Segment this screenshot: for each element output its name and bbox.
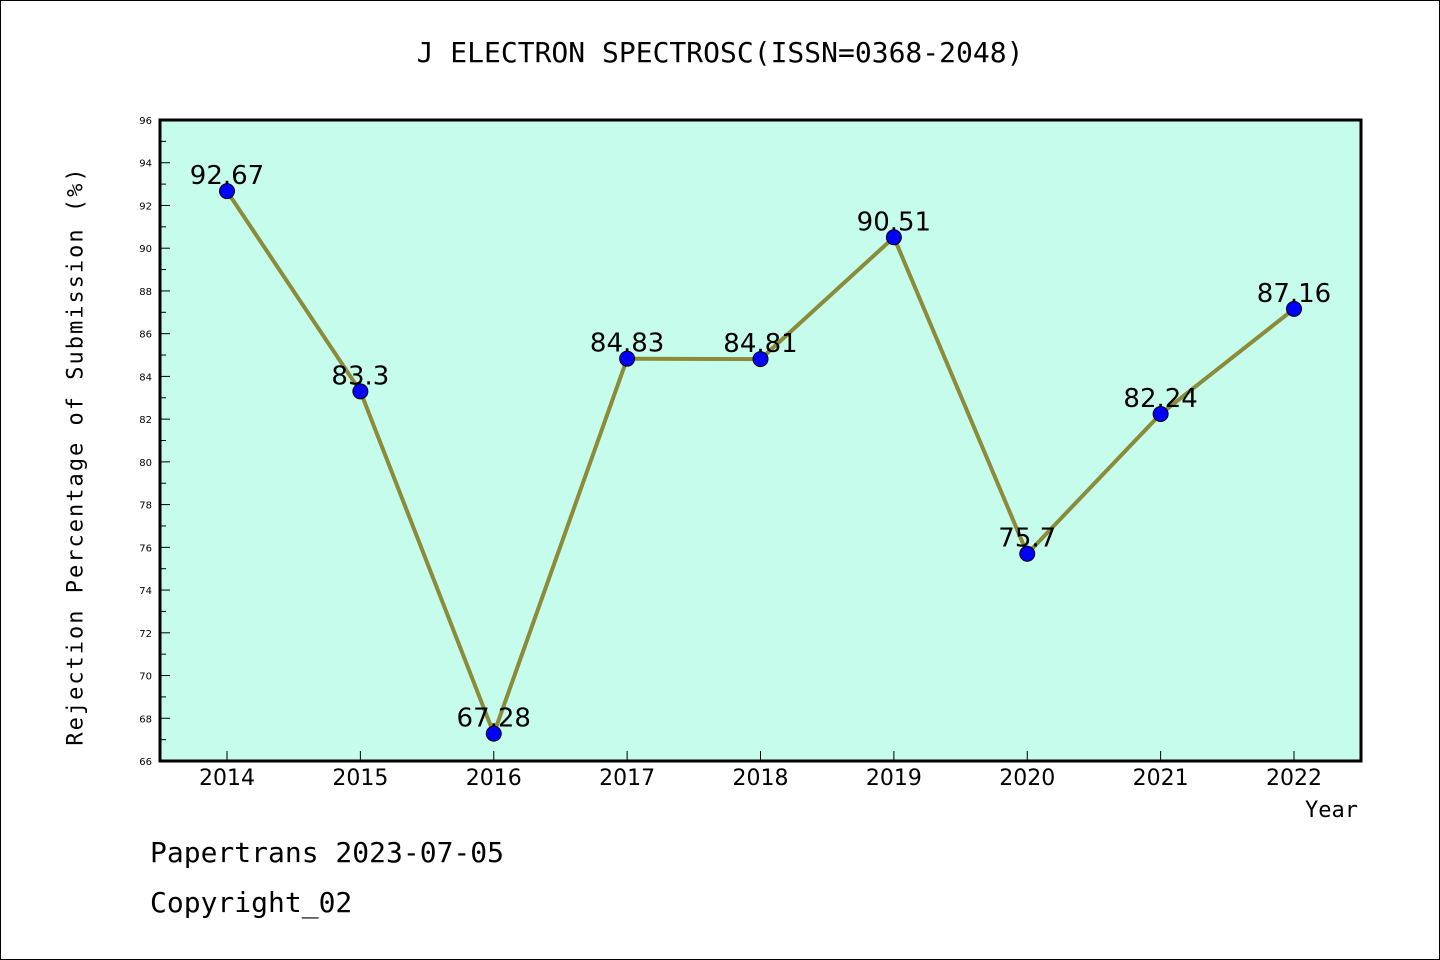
y-tick-label: 88 — [139, 287, 152, 298]
data-point — [1152, 406, 1169, 423]
y-tick-label: 80 — [139, 458, 152, 469]
data-label: 84.83 — [590, 329, 664, 359]
x-tick-label: 2018 — [733, 766, 789, 791]
x-tick-label: 2022 — [1266, 766, 1322, 791]
plot-area — [158, 118, 1363, 763]
x-tick-label: 2014 — [199, 766, 255, 791]
x-tick-label: 2021 — [1133, 766, 1189, 791]
x-tick-label: 2015 — [332, 766, 388, 791]
y-tick-label: 84 — [139, 372, 152, 383]
y-tick-label: 68 — [139, 714, 152, 725]
y-tick-label: 66 — [139, 757, 152, 768]
data-label: 84.81 — [723, 329, 797, 359]
data-point — [219, 183, 235, 200]
x-tick-label: 2019 — [866, 766, 922, 791]
y-axis-ticks: 66 68 70 72 74 76 78 80 82 84 86 88 90 92 94 96 — [139, 116, 170, 768]
y-tick-label: 76 — [139, 543, 152, 554]
chart-title: J ELECTRON SPECTROSC(ISSN=0368-2048) — [416, 36, 1024, 69]
data-label: 75.7 — [998, 524, 1056, 554]
y-tick-label: 90 — [139, 244, 152, 255]
y-tick-label: 72 — [139, 629, 152, 640]
data-label: 67.28 — [457, 704, 531, 734]
y-tick-label: 70 — [139, 672, 152, 683]
x-tick-label: 2016 — [466, 766, 522, 791]
footer-date: Papertrans 2023-07-05 — [150, 836, 505, 869]
data-point — [619, 350, 636, 367]
y-tick-label: 74 — [139, 586, 152, 597]
data-points — [219, 183, 1302, 742]
data-label: 92.67 — [190, 161, 264, 191]
data-point — [352, 383, 369, 400]
data-label: 87.16 — [1257, 279, 1331, 309]
x-tick-label: 2020 — [999, 766, 1055, 791]
y-tick-label: 86 — [139, 330, 152, 341]
y-tick-label: 78 — [139, 501, 152, 512]
data-label: 90.51 — [857, 207, 931, 237]
data-point — [885, 229, 902, 246]
x-axis-label: Year — [1305, 798, 1358, 823]
data-labels: 92.67 83.3 67.28 84.83 84.81 90.51 75.7 82.24 87… — [190, 161, 1331, 733]
y-axis-label: Rejection Percentage of Submission (%) — [63, 166, 89, 746]
data-point — [1019, 545, 1036, 562]
data-label: 83.3 — [331, 361, 389, 391]
y-tick-label: 92 — [139, 201, 152, 212]
x-axis-ticks: 2014 2015 2016 2017 2018 2019 2020 2021 2022 — [199, 751, 1322, 791]
y-tick-label: 96 — [139, 116, 152, 127]
data-point — [485, 725, 502, 742]
footer-copyright: Copyright_02 — [150, 886, 353, 919]
x-tick-label: 2017 — [599, 766, 655, 791]
data-point — [1286, 300, 1302, 317]
data-label: 82.24 — [1123, 384, 1197, 414]
data-point — [752, 351, 769, 368]
y-tick-label: 82 — [139, 415, 152, 426]
y-tick-label: 94 — [139, 159, 152, 170]
